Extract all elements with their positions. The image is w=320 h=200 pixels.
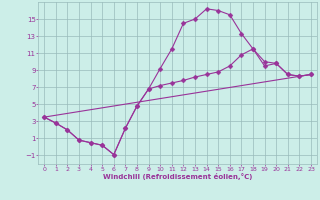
X-axis label: Windchill (Refroidissement éolien,°C): Windchill (Refroidissement éolien,°C)	[103, 173, 252, 180]
